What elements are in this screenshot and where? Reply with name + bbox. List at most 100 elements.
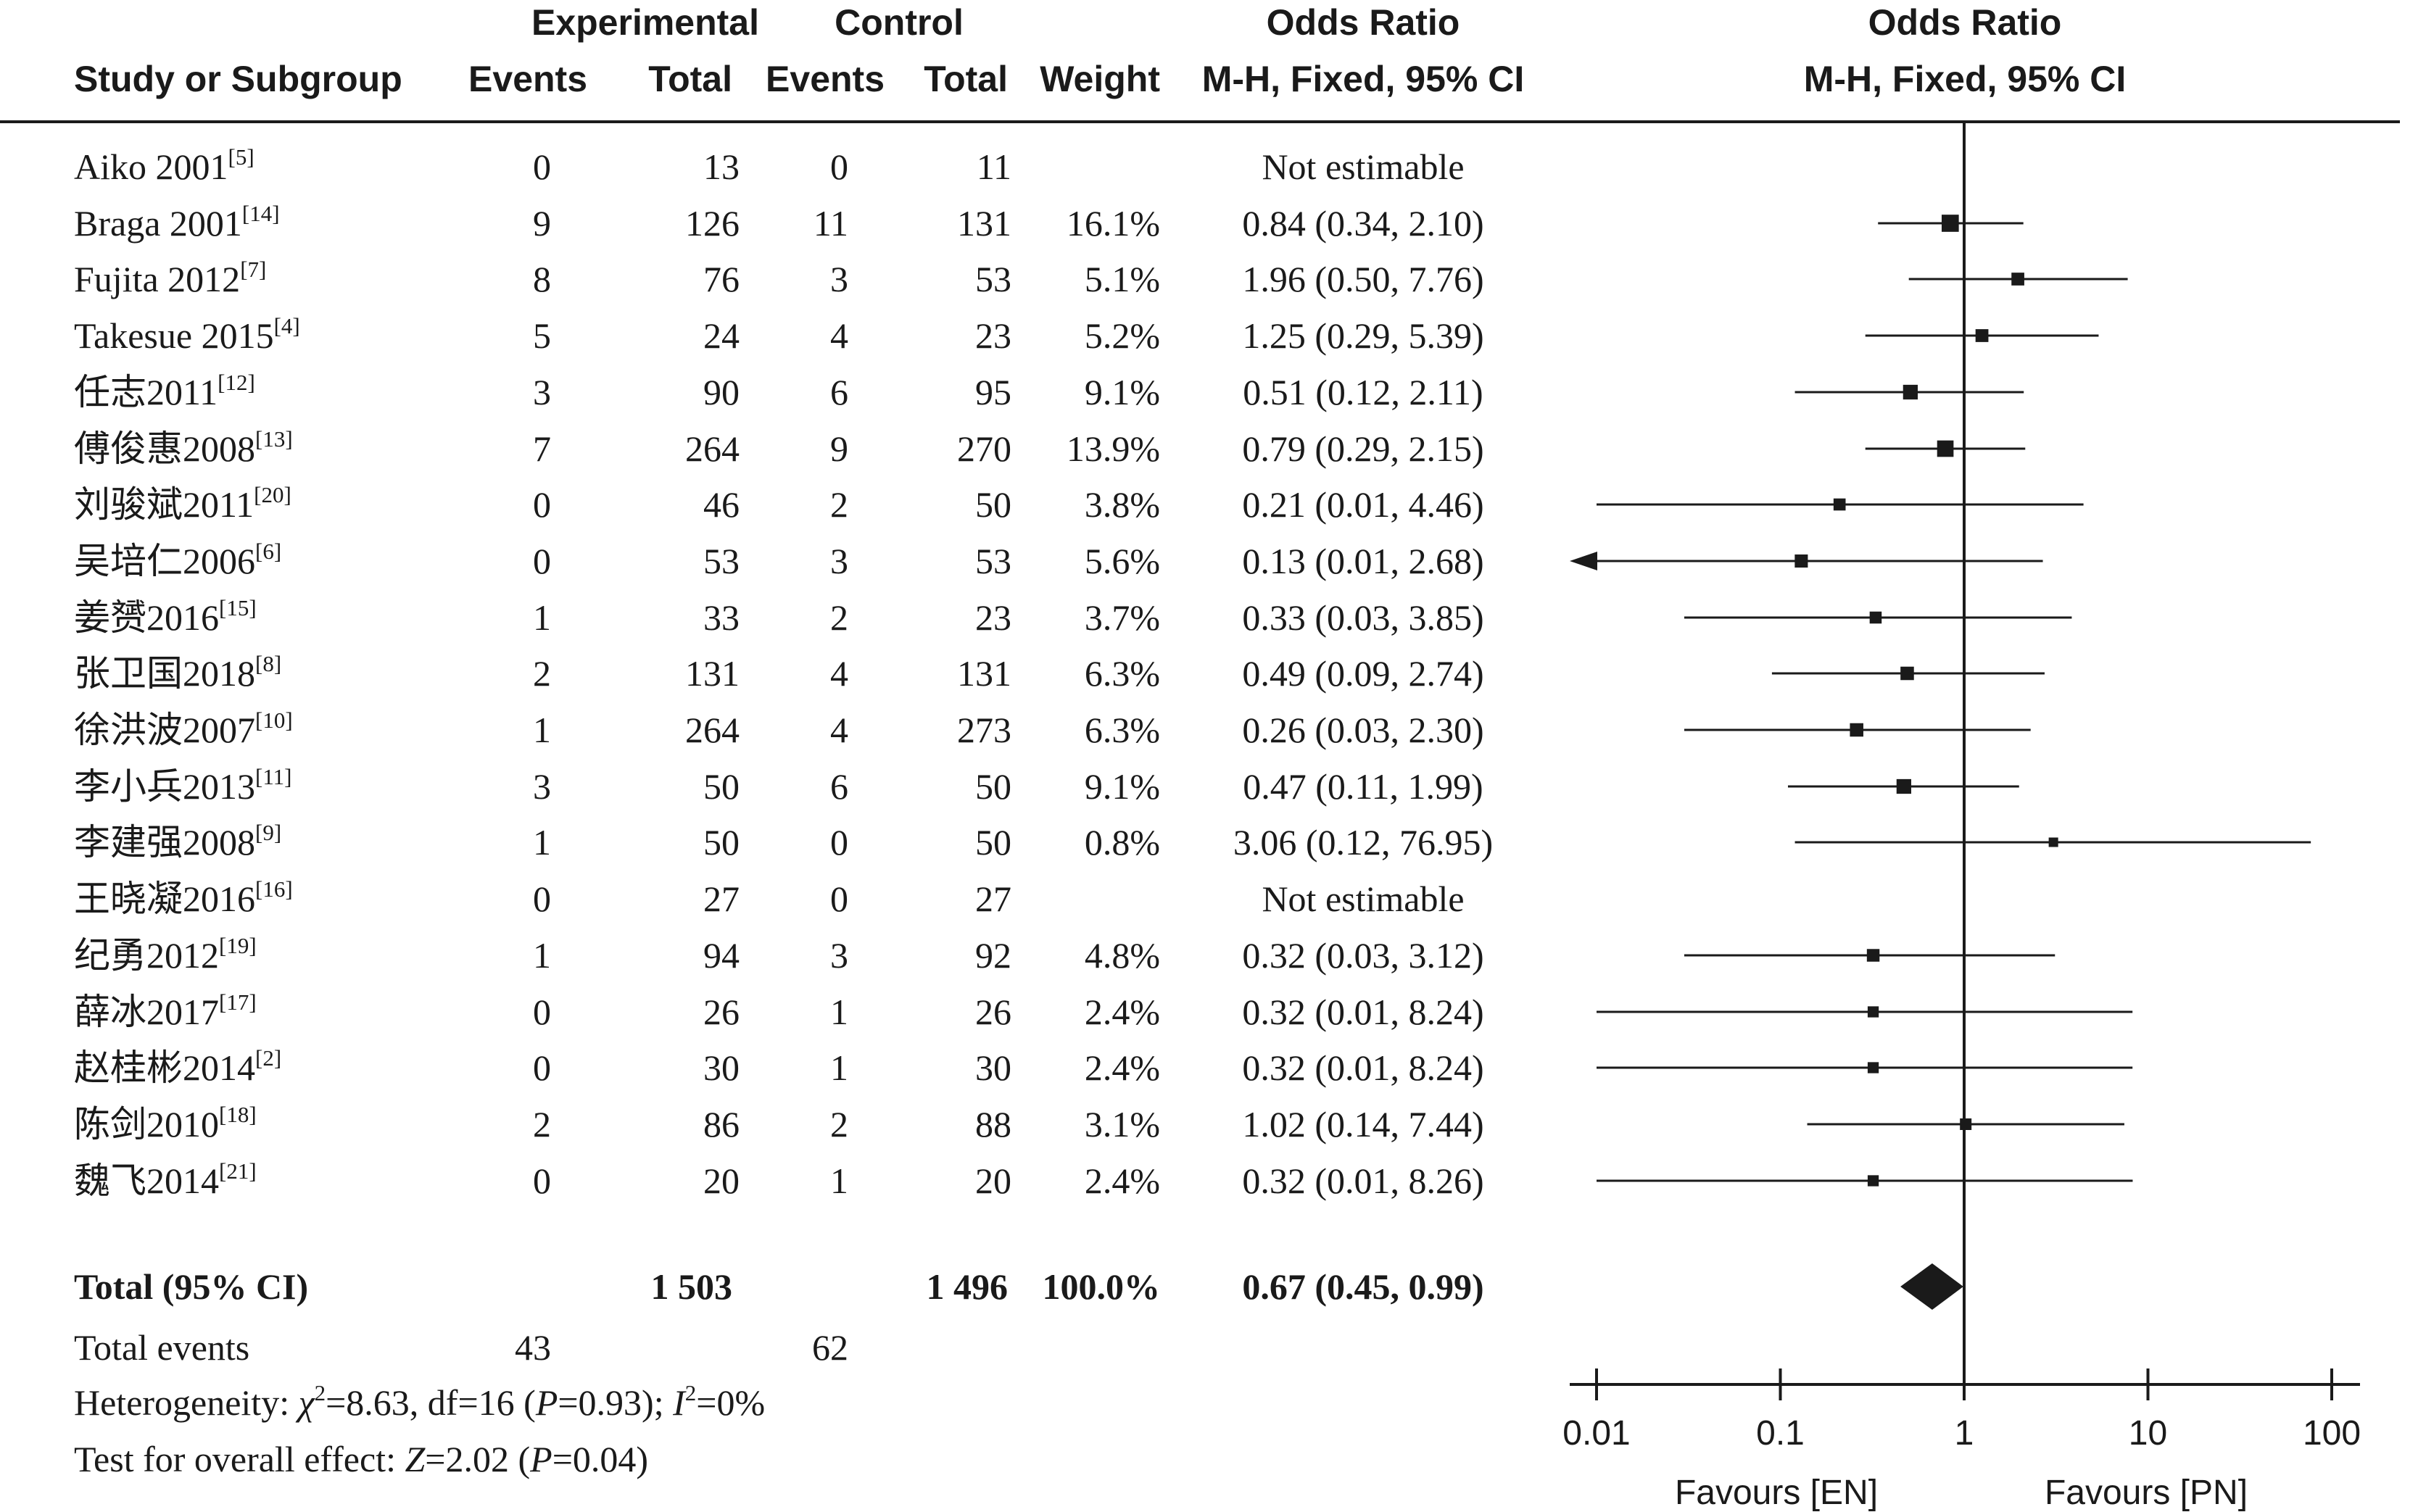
study-ctl-total: 95 <box>975 372 1011 412</box>
study-name: 纪勇2012[19] <box>74 934 257 973</box>
study-name: Braga 2001[14] <box>74 202 280 244</box>
study-name-text: 刘骏斌2011 <box>74 484 254 525</box>
favours-right-label: Favours [PN] <box>2044 1474 2248 1512</box>
study-weight: 9.1% <box>1084 372 1160 412</box>
x-tick-label: 0.01 <box>1562 1414 1631 1453</box>
study-ctl-events: 0 <box>830 878 848 919</box>
study-exp-total: 50 <box>703 822 740 863</box>
study-exp-total: 53 <box>703 541 740 581</box>
study-ctl-events: 0 <box>830 146 848 187</box>
study-name-text: Braga 2001 <box>74 203 242 244</box>
study-exp-events: 9 <box>533 203 551 244</box>
study-ctl-total: 27 <box>975 878 1011 919</box>
point-estimate-square <box>1960 1118 1972 1130</box>
study-name: Aiko 2001[5] <box>74 146 254 187</box>
column-header-ctl-total: Total <box>924 59 1008 99</box>
study-reference: [14] <box>241 201 280 226</box>
study-name-text: 王晓凝2016 <box>74 878 255 919</box>
study-weight: 13.9% <box>1066 428 1160 469</box>
study-reference: [12] <box>218 370 255 395</box>
study-reference: [10] <box>255 707 293 733</box>
study-exp-total: 90 <box>703 372 740 412</box>
study-reference: [16] <box>255 876 293 902</box>
study-ctl-events: 2 <box>830 597 848 638</box>
study-ctl-total: 88 <box>975 1104 1011 1145</box>
study-exp-events: 3 <box>533 372 551 412</box>
study-name-text: Aiko 2001 <box>74 146 228 187</box>
study-ctl-events: 11 <box>813 203 848 244</box>
study-ci: 3.06 (0.12, 76.95) <box>1233 822 1494 863</box>
study-weight: 3.7% <box>1084 597 1160 638</box>
favours-left-label: Favours [EN] <box>1674 1474 1879 1512</box>
study-weight: 3.8% <box>1084 484 1160 525</box>
study-exp-events: 0 <box>533 992 551 1032</box>
total-events-ctl: 62 <box>812 1327 848 1368</box>
study-weight: 2.4% <box>1084 1047 1160 1088</box>
point-estimate-square <box>1896 778 1912 794</box>
study-name: 魏飞2014[21] <box>74 1160 257 1199</box>
study-reference: [4] <box>273 313 300 338</box>
header-odds-ratio-method: M-H, Fixed, 95% CI <box>1201 59 1525 99</box>
study-ci: 0.32 (0.03, 3.12) <box>1242 935 1484 976</box>
study-exp-events: 0 <box>533 541 551 581</box>
study-name: 任志2011[12] <box>74 371 255 410</box>
total-ctl-total: 1 496 <box>926 1266 1009 1307</box>
column-header-ctl-events: Events <box>766 59 885 99</box>
header-odds-ratio-title: Odds Ratio <box>1266 2 1460 43</box>
study-ci: Not estimable <box>1262 146 1465 187</box>
study-ci: 0.49 (0.09, 2.74) <box>1242 653 1484 694</box>
study-exp-events: 0 <box>533 1047 551 1088</box>
study-ctl-total: 50 <box>975 822 1011 863</box>
study-name-text: 陈剑2010 <box>74 1104 219 1145</box>
column-header-study: Study or Subgroup <box>74 59 402 99</box>
column-header-exp-total: Total <box>648 59 732 99</box>
study-ctl-total: 131 <box>957 653 1011 694</box>
study-ci: 0.32 (0.01, 8.24) <box>1242 1047 1484 1088</box>
plot-method: M-H, Fixed, 95% CI <box>1803 59 2127 99</box>
study-ctl-events: 4 <box>830 710 848 750</box>
study-ctl-events: 1 <box>830 1047 848 1088</box>
study-ci: 0.32 (0.01, 8.26) <box>1242 1160 1484 1201</box>
study-reference: [9] <box>255 820 282 845</box>
study-name: 李建强2008[9] <box>74 821 281 860</box>
study-ci: 0.26 (0.03, 2.30) <box>1242 710 1484 750</box>
study-ci: 0.79 (0.29, 2.15) <box>1242 428 1484 469</box>
study-ctl-total: 53 <box>975 541 1011 581</box>
plot-title: Odds Ratio <box>1868 2 2062 43</box>
study-ctl-events: 4 <box>830 653 848 694</box>
study-reference: [11] <box>255 764 292 789</box>
x-tick-label: 0.1 <box>1756 1414 1805 1453</box>
study-exp-total: 126 <box>685 203 740 244</box>
x-tick-label: 10 <box>2128 1414 2168 1453</box>
point-estimate-square <box>1941 215 1959 232</box>
study-reference: [17] <box>219 989 257 1015</box>
study-name: 傅俊惠2008[13] <box>74 428 293 467</box>
study-weight: 6.3% <box>1084 653 1160 694</box>
study-weight: 5.6% <box>1084 541 1160 581</box>
study-ctl-total: 20 <box>975 1160 1011 1201</box>
point-estimate-square <box>1867 1062 1879 1073</box>
study-weight: 2.4% <box>1084 1160 1160 1201</box>
study-exp-total: 30 <box>703 1047 740 1088</box>
study-ci: 1.25 (0.29, 5.39) <box>1242 315 1484 356</box>
study-reference: [19] <box>219 933 257 958</box>
total-ci: 0.67 (0.45, 0.99) <box>1242 1266 1484 1307</box>
study-name-text: Fujita 2012 <box>74 259 241 299</box>
point-estimate-square <box>1937 440 1954 457</box>
study-name: 薛冰2017[17] <box>74 991 257 1032</box>
point-estimate-square <box>1903 384 1918 400</box>
study-exp-events: 0 <box>533 146 551 187</box>
study-exp-events: 7 <box>533 428 551 469</box>
heterogeneity-line: Heterogeneity: χ2=8.63, df=16 (P=0.93); … <box>74 1380 766 1423</box>
study-ci: 1.02 (0.14, 7.44) <box>1242 1104 1484 1145</box>
point-estimate-square <box>1794 554 1808 568</box>
study-name: Fujita 2012[7] <box>74 258 266 299</box>
column-header-weight: Weight <box>1040 59 1160 99</box>
study-name-text: 薛冰2017 <box>74 992 219 1032</box>
study-exp-total: 264 <box>685 710 740 750</box>
point-estimate-square <box>1869 611 1882 624</box>
study-ctl-events: 6 <box>830 766 848 807</box>
study-ctl-total: 50 <box>975 484 1011 525</box>
study-ci: 0.51 (0.12, 2.11) <box>1243 372 1483 412</box>
study-exp-total: 76 <box>703 259 740 299</box>
